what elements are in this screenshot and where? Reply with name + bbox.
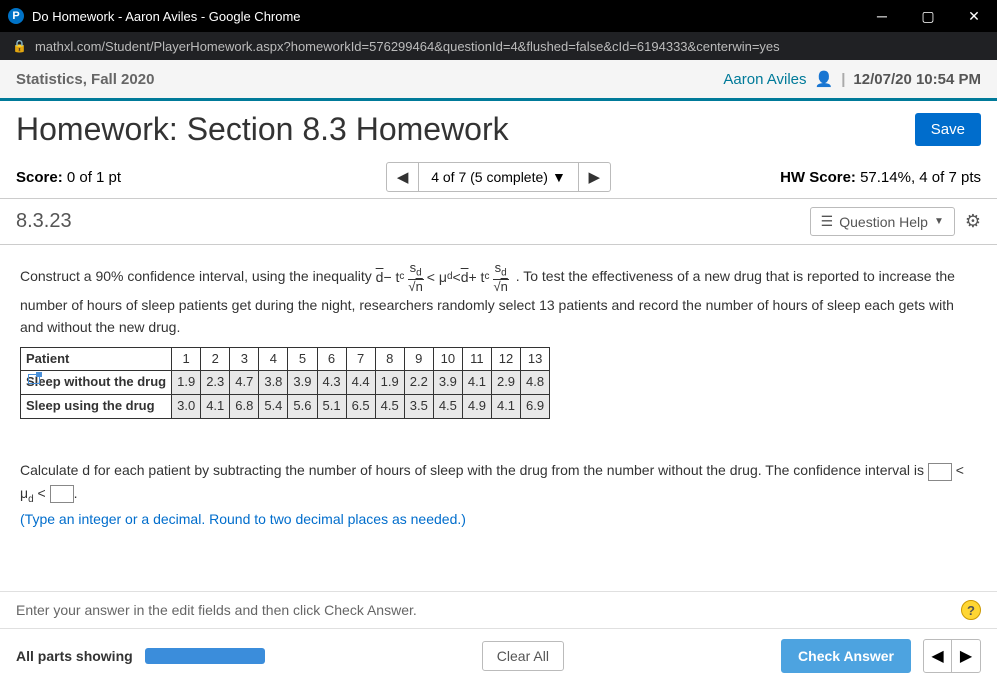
url-text: mathxl.com/Student/PlayerHomework.aspx?h… xyxy=(35,39,780,54)
rounding-instruction: (Type an integer or a decimal. Round to … xyxy=(20,508,977,530)
table-popup-icon[interactable] xyxy=(28,374,40,384)
table-row-header: Patient 12345678910111213 xyxy=(21,347,550,371)
footer: Enter your answer in the edit fields and… xyxy=(0,591,997,683)
question-nav: ◀ 4 of 7 (5 complete)▼ ▶ xyxy=(386,162,611,192)
hw-score-value: 57.14%, 4 of 7 pts xyxy=(860,169,981,186)
question-help-button[interactable]: ☰ Question Help ▼ xyxy=(810,207,955,236)
row-label: Patient xyxy=(21,347,172,371)
minimize-button[interactable]: ─ xyxy=(859,0,905,32)
maximize-button[interactable]: ▢ xyxy=(905,0,951,32)
help-icon[interactable]: ? xyxy=(961,600,981,620)
question-number: 8.3.23 xyxy=(16,210,810,233)
progress-bar xyxy=(145,648,265,664)
calculation-instruction: Calculate d for each patient by subtract… xyxy=(20,459,977,507)
question-nav-dropdown[interactable]: 4 of 7 (5 complete)▼ xyxy=(419,169,578,185)
user-name[interactable]: Aaron Aviles xyxy=(723,71,806,88)
lock-icon: 🔒 xyxy=(12,39,27,53)
settings-gear-icon[interactable]: ⚙ xyxy=(965,211,981,232)
window-title: Do Homework - Aaron Aviles - Google Chro… xyxy=(32,9,859,24)
chevron-down-icon: ▼ xyxy=(552,169,566,185)
footer-hint-text: Enter your answer in the edit fields and… xyxy=(16,602,417,618)
parts-showing-label: All parts showing xyxy=(16,648,133,664)
question-header: 8.3.23 ☰ Question Help ▼ ⚙ xyxy=(0,199,997,245)
chevron-down-icon: ▼ xyxy=(934,216,944,227)
course-name: Statistics, Fall 2020 xyxy=(16,71,723,88)
footer-nav: ◀ ▶ xyxy=(923,639,981,673)
footer-prev-button[interactable]: ◀ xyxy=(924,640,952,672)
row-label: Sleep without the drug xyxy=(21,371,172,395)
question-content: Construct a 90% confidence interval, usi… xyxy=(0,245,997,546)
question-text-1: Construct a 90% confidence interval, usi… xyxy=(20,268,376,284)
next-question-button[interactable]: ▶ xyxy=(578,163,610,191)
footer-next-button[interactable]: ▶ xyxy=(952,640,980,672)
course-header: Statistics, Fall 2020 Aaron Aviles 👤 | 1… xyxy=(0,60,997,101)
answer-input-lower[interactable] xyxy=(928,463,952,481)
data-table: Patient 12345678910111213 Sleep without … xyxy=(20,347,550,419)
homework-header: Homework: Section 8.3 Homework Save xyxy=(0,101,997,156)
window-titlebar: P Do Homework - Aaron Aviles - Google Ch… xyxy=(0,0,997,32)
score-value: 0 of 1 pt xyxy=(67,169,121,186)
inequality-formula: d − tc sdn < μd < d + tc sdn xyxy=(376,261,512,294)
answer-input-upper[interactable] xyxy=(50,485,74,503)
app-logo-icon: P xyxy=(8,8,24,24)
close-button[interactable]: ✕ xyxy=(951,0,997,32)
score-bar: Score: 0 of 1 pt ◀ 4 of 7 (5 complete)▼ … xyxy=(0,156,997,199)
datetime: 12/07/20 10:54 PM xyxy=(853,71,981,88)
row-label: Sleep using the drug xyxy=(21,395,172,419)
check-answer-button[interactable]: Check Answer xyxy=(781,639,911,673)
save-button[interactable]: Save xyxy=(915,113,981,146)
score-label: Score: xyxy=(16,169,63,186)
homework-title: Homework: Section 8.3 Homework xyxy=(16,111,915,148)
separator: | xyxy=(841,71,845,88)
clear-all-button[interactable]: Clear All xyxy=(482,641,564,671)
table-row-using: Sleep using the drug 3.04.16.85.45.65.16… xyxy=(21,395,550,419)
url-bar: 🔒 mathxl.com/Student/PlayerHomework.aspx… xyxy=(0,32,997,60)
list-icon: ☰ xyxy=(821,213,834,230)
prev-question-button[interactable]: ◀ xyxy=(387,163,419,191)
hw-score-label: HW Score: xyxy=(780,169,856,186)
table-row-without: Sleep without the drug 1.92.34.73.83.94.… xyxy=(21,371,550,395)
user-icon[interactable]: 👤 xyxy=(815,70,834,88)
